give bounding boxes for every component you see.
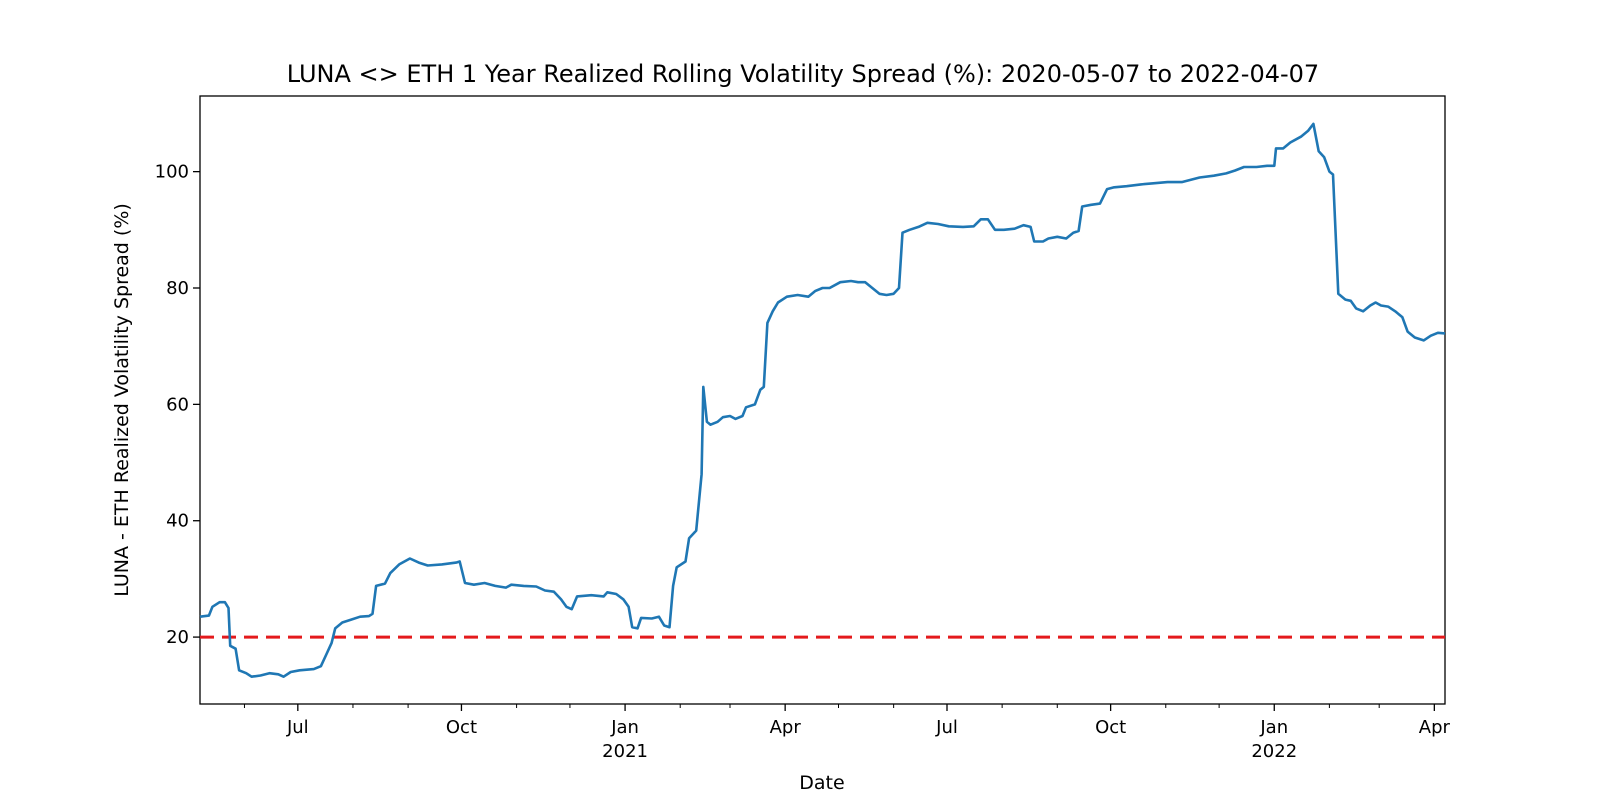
y-axis: 20 40 60 80 100 [155,162,200,648]
chart-title: LUNA <> ETH 1 Year Realized Rolling Vola… [287,60,1319,88]
y-tick-label-60: 60 [166,394,189,415]
y-tick-label-80: 80 [166,278,189,299]
x-tick-year-2022: 2022 [1251,741,1297,762]
x-tick-label-2021-01-01: Jan [610,717,639,738]
x-axis: Jul Oct Jan 2021 Apr Jul Oct Jan 2022 Apr [243,704,1451,762]
y-tick-label-40: 40 [166,511,189,532]
y-tick-label-100: 100 [155,162,189,183]
x-tick-label-2022-01-01: Jan [1259,717,1288,738]
x-tick-label-2021-07-01: Jul [935,717,958,738]
x-axis-label: Date [799,772,844,794]
x-tick-year-2021: 2021 [602,741,648,762]
x-tick-label-2021-10-01: Oct [1095,717,1126,738]
x-tick-label-2020-07-01: Jul [286,717,309,738]
series-line [199,122,1446,679]
y-tick-label-20: 20 [166,627,189,648]
x-tick-label-2022-04-01: Apr [1419,717,1451,738]
x-tick-label-2020-10-01: Oct [446,717,477,738]
x-tick-label-2021-04-01: Apr [770,717,802,738]
plot-area [199,95,1446,705]
y-axis-label: LUNA - ETH Realized Volatility Spread (%… [111,203,133,597]
